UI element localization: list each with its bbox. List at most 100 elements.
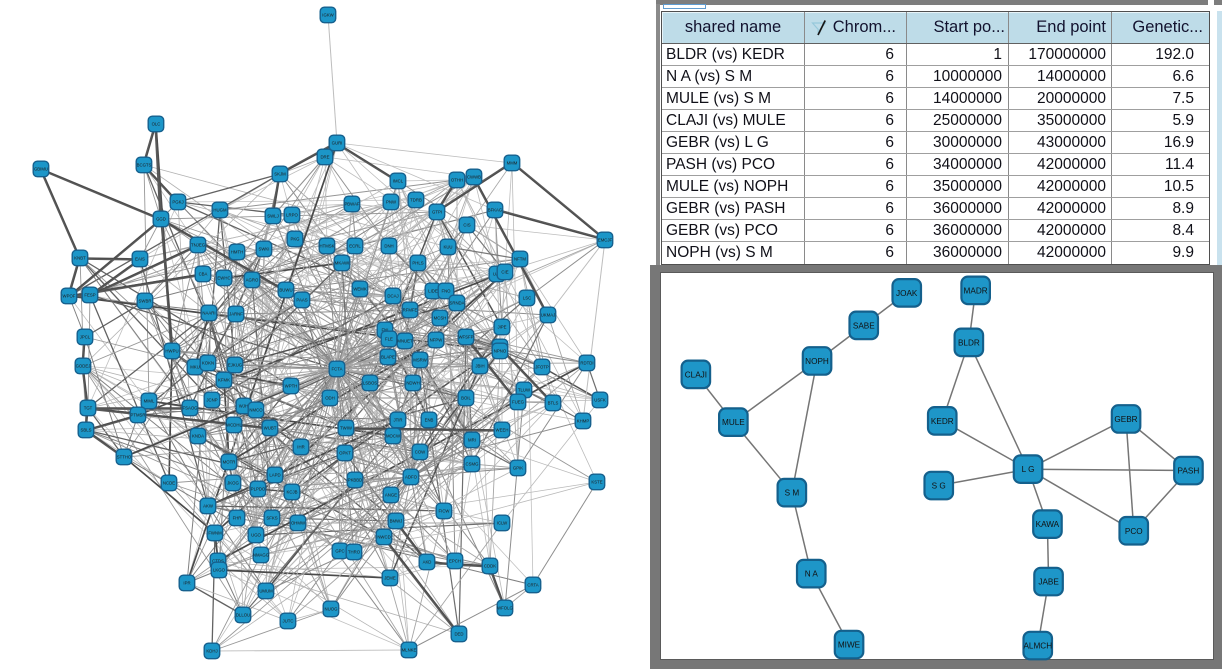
svg-text:CRTA: CRTA [527, 583, 538, 588]
svg-text:UKMAJ: UKMAJ [541, 313, 556, 318]
svg-text:JPCL: JPCL [80, 335, 91, 340]
svg-text:NMCO: NMCO [249, 408, 263, 413]
svg-text:LRPO: LRPO [286, 213, 298, 218]
svg-text:UGO: UGO [251, 533, 261, 538]
svg-text:GBIMU: GBIMU [34, 167, 48, 172]
svg-text:LAPD: LAPD [269, 473, 280, 478]
svg-text:HMTH: HMTH [231, 250, 243, 255]
svg-text:GPC: GPC [335, 549, 344, 554]
svg-text:KHMP: KHMP [577, 419, 590, 424]
svg-text:FNO: FNO [441, 289, 451, 294]
svg-text:EMCJF: EMCJF [598, 238, 613, 243]
svg-text:TDRB: TDRB [410, 198, 422, 203]
svg-text:TNJEG: TNJEG [191, 243, 206, 248]
svg-text:WEEH: WEEH [496, 428, 509, 433]
svg-text:FUEG: FUEG [512, 400, 525, 405]
svg-text:JKOG: JKOG [227, 481, 239, 486]
svg-text:NOPH: NOPH [805, 357, 829, 366]
svg-text:RFMFE: RFMFE [403, 308, 418, 313]
svg-text:SKJM: SKJM [274, 172, 286, 177]
svg-text:NMAGG: NMAGG [253, 553, 270, 558]
svg-text:KAWA: KAWA [1036, 520, 1060, 529]
svg-text:ECRL: ECRL [349, 244, 361, 249]
svg-text:STTHO: STTHO [117, 455, 132, 460]
svg-text:MLNKE: MLNKE [402, 648, 417, 653]
svg-text:OLC: OLC [152, 122, 161, 127]
svg-text:SFKS: SFKS [266, 516, 277, 521]
svg-text:PNW: PNW [386, 200, 397, 205]
svg-text:FHR: FHR [233, 516, 242, 521]
svg-text:MULE: MULE [722, 418, 745, 427]
svg-text:TWIW: TWIW [340, 426, 353, 431]
svg-text:KDHJ: KDHJ [206, 649, 217, 654]
svg-text:BOIL: BOIL [461, 396, 471, 401]
svg-text:BUWU: BUWU [279, 288, 292, 293]
svg-text:IGKW: IGKW [322, 13, 334, 18]
svg-text:TLUW: TLUW [518, 388, 531, 393]
svg-text:EWHC: EWHC [217, 276, 230, 281]
svg-text:AKW: AKW [203, 504, 214, 509]
svg-text:CBA: CBA [199, 272, 208, 277]
svg-text:EPCH: EPCH [449, 559, 461, 564]
svg-text:SRNDA: SRNDA [449, 301, 464, 306]
svg-text:KCJB: KCJB [287, 490, 298, 495]
svg-text:NWCD: NWCD [377, 535, 390, 540]
svg-text:MMM: MMM [507, 161, 518, 166]
svg-text:NPNO: NPNO [494, 349, 507, 354]
svg-text:OTHH: OTHH [451, 178, 463, 183]
svg-text:NCDE: NCDE [163, 481, 175, 486]
svg-text:LSBOS: LSBOS [363, 381, 377, 386]
svg-text:PASH: PASH [1178, 467, 1200, 476]
svg-text:FNI: FNI [382, 328, 389, 333]
svg-text:TGT: TGT [84, 406, 93, 411]
svg-text:FCTA: FCTA [332, 367, 343, 372]
svg-text:OHMW: OHMW [291, 521, 306, 526]
svg-text:BLDR: BLDR [958, 338, 980, 347]
svg-text:WPTH: WPTH [285, 384, 298, 389]
svg-text:JOAK: JOAK [896, 289, 918, 298]
svg-text:CIE: CIE [501, 270, 508, 275]
svg-text:DLLOU: DLLOU [236, 613, 250, 618]
svg-text:CSMG: CSMG [466, 462, 480, 467]
svg-text:GURI: GURI [332, 141, 343, 146]
svg-text:SWKI: SWKI [259, 247, 270, 252]
svg-text:FICW: FICW [439, 509, 451, 514]
svg-text:EAIS: EAIS [135, 257, 145, 262]
svg-text:OPKT: OPKT [339, 451, 351, 456]
svg-text:WFOLG: WFOLG [497, 606, 513, 611]
svg-text:SWBR: SWBR [139, 299, 152, 304]
svg-text:LIDE: LIDE [428, 289, 438, 294]
svg-text:MRI: MRI [468, 438, 476, 443]
svg-text:MIWE: MIWE [838, 641, 861, 650]
svg-text:JFOTP: JFOTP [535, 365, 549, 370]
svg-text:MIML: MIML [144, 399, 155, 404]
svg-text:BLAPE: BLAPE [381, 355, 395, 360]
svg-text:JTIR: JTIR [393, 418, 402, 423]
svg-text:WJHI: WJHI [239, 404, 250, 409]
svg-text:NDWH: NDWH [406, 381, 419, 386]
svg-text:CWWB: CWWB [467, 175, 481, 180]
svg-text:MCSH: MCSH [434, 316, 447, 321]
svg-text:GODEJ: GODEJ [76, 364, 91, 369]
svg-text:GTPI: GTPI [432, 210, 442, 215]
svg-text:WEMK: WEMK [353, 287, 367, 292]
svg-text:DNH: DNH [384, 244, 393, 249]
svg-text:JBIH: JBIH [475, 364, 484, 369]
svg-text:ANGE: ANGE [385, 493, 397, 498]
svg-text:MOCW: MOCW [386, 434, 401, 439]
svg-text:MKAWI: MKAWI [335, 261, 349, 266]
svg-text:NUOG: NUOG [325, 607, 339, 612]
svg-text:IMCL: IMCL [393, 179, 404, 184]
svg-text:NAARI: NAARI [202, 311, 215, 316]
svg-text:MOTR: MOTR [223, 460, 236, 465]
svg-text:KNDA: KNDA [192, 434, 204, 439]
svg-text:EJKUG: EJKUG [228, 363, 243, 368]
svg-text:JABE: JABE [1038, 578, 1059, 587]
svg-text:BFKAG: BFKAG [488, 208, 503, 213]
svg-text:IHR: IHR [297, 445, 304, 450]
svg-text:MKU: MKU [190, 365, 200, 370]
svg-text:BCGTS: BCGTS [137, 163, 152, 168]
svg-text:HWPU: HWPU [165, 349, 178, 354]
svg-text:JARNF: JARNF [229, 312, 243, 317]
svg-text:PBWAF: PBWAF [344, 202, 359, 207]
